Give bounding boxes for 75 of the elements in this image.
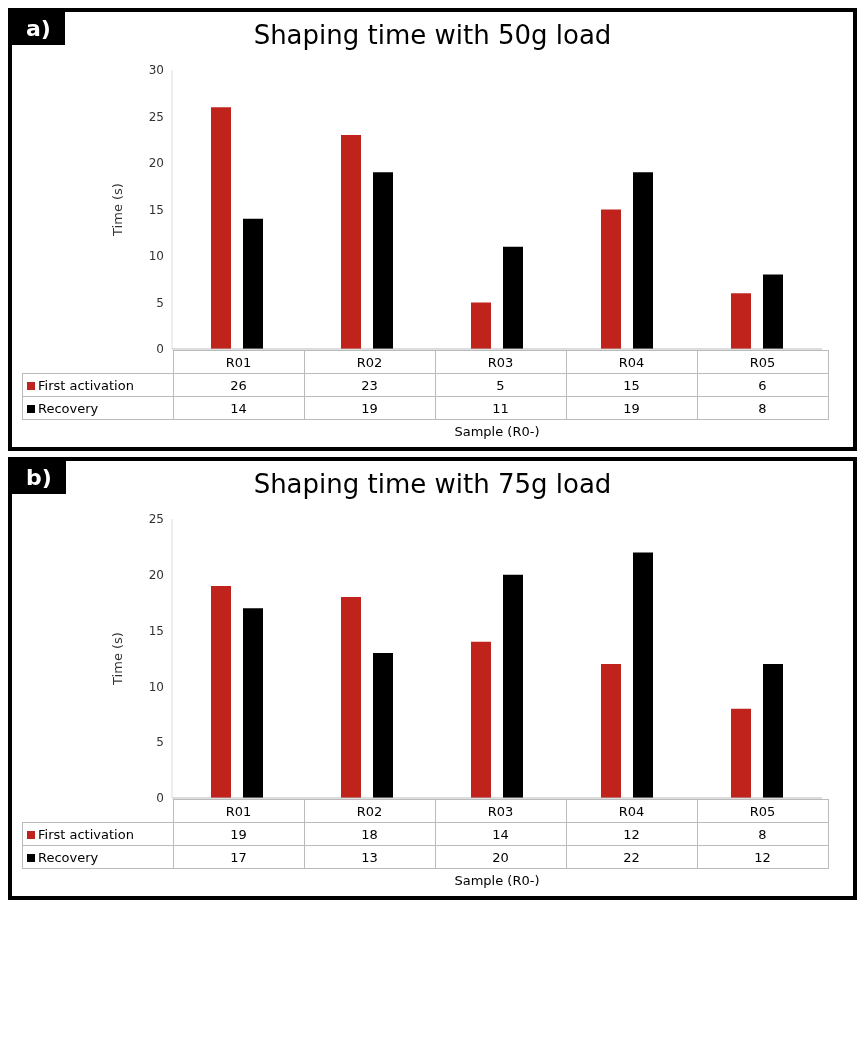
chart-title: Shaping time with 50g load xyxy=(253,20,612,50)
y-tick-label: 20 xyxy=(148,568,164,583)
bar xyxy=(471,302,491,349)
y-tick-label: 10 xyxy=(148,249,164,264)
data-label: 14 xyxy=(435,822,566,846)
y-tick-label: 15 xyxy=(148,202,164,217)
y-tick-label: 15 xyxy=(148,623,164,638)
y-tick-label: 5 xyxy=(156,735,164,750)
y-axis-title: Time (s) xyxy=(109,632,125,686)
x-tick-label: R01 xyxy=(173,350,304,374)
y-tick-label: 25 xyxy=(148,512,164,527)
data-label: 20 xyxy=(435,845,566,869)
x-tick-label: R04 xyxy=(566,799,697,823)
data-label: 18 xyxy=(304,822,435,846)
bar xyxy=(373,652,393,798)
x-tick-label: R02 xyxy=(304,350,435,374)
x-tick-label: R05 xyxy=(697,799,828,823)
bar xyxy=(341,597,361,798)
text: a) xyxy=(12,12,65,45)
data-label: 6 xyxy=(697,373,828,397)
data-label: 8 xyxy=(697,396,828,420)
data-label: 23 xyxy=(304,373,435,397)
x-tick-label: R04 xyxy=(566,350,697,374)
bar xyxy=(211,585,231,798)
x-tick-label: R03 xyxy=(435,799,566,823)
y-tick-label: 25 xyxy=(148,109,164,124)
bar xyxy=(763,274,783,349)
data-label: 19 xyxy=(566,396,697,420)
bar xyxy=(601,664,621,798)
y-tick-label: 30 xyxy=(148,63,164,78)
data-label: 14 xyxy=(173,396,304,420)
y-tick-label: 10 xyxy=(148,679,164,694)
data-label: 8 xyxy=(697,822,828,846)
chart-title: Shaping time with 75g load xyxy=(253,469,612,499)
legend-label: Recovery xyxy=(22,396,173,420)
data-label: 15 xyxy=(566,373,697,397)
bar xyxy=(211,107,231,349)
bar xyxy=(731,293,751,349)
data-label: 5 xyxy=(435,373,566,397)
bar xyxy=(601,209,621,349)
data-label: 22 xyxy=(566,845,697,869)
text: b) xyxy=(12,461,66,494)
data-label: 17 xyxy=(173,845,304,869)
bar xyxy=(373,172,393,349)
x-tick-label: R02 xyxy=(304,799,435,823)
bar xyxy=(341,135,361,349)
x-tick-label: R01 xyxy=(173,799,304,823)
legend-label: Recovery xyxy=(22,845,173,869)
data-label: 19 xyxy=(173,822,304,846)
data-label: 26 xyxy=(173,373,304,397)
legend-label: First activation xyxy=(22,373,173,397)
bar xyxy=(633,172,653,349)
x-axis-title: Sample (R0-) xyxy=(453,423,541,441)
bar xyxy=(471,641,491,798)
y-tick-label: 0 xyxy=(156,791,164,806)
bar xyxy=(633,552,653,798)
data-label: 12 xyxy=(566,822,697,846)
y-axis-title: Time (s) xyxy=(109,183,125,237)
legend-label: First activation xyxy=(22,822,173,846)
data-label: 13 xyxy=(304,845,435,869)
y-tick-label: 0 xyxy=(156,342,164,357)
x-axis-title: Sample (R0-) xyxy=(453,872,541,890)
y-tick-label: 20 xyxy=(148,156,164,171)
bar xyxy=(763,664,783,798)
data-label: 11 xyxy=(435,396,566,420)
data-label: 12 xyxy=(697,845,828,869)
y-tick-label: 5 xyxy=(156,295,164,310)
bar xyxy=(243,608,263,798)
data-label: 19 xyxy=(304,396,435,420)
x-tick-label: R05 xyxy=(697,350,828,374)
bar xyxy=(503,574,523,798)
bar xyxy=(243,218,263,349)
bar xyxy=(503,246,523,349)
x-tick-label: R03 xyxy=(435,350,566,374)
bar xyxy=(731,708,751,798)
